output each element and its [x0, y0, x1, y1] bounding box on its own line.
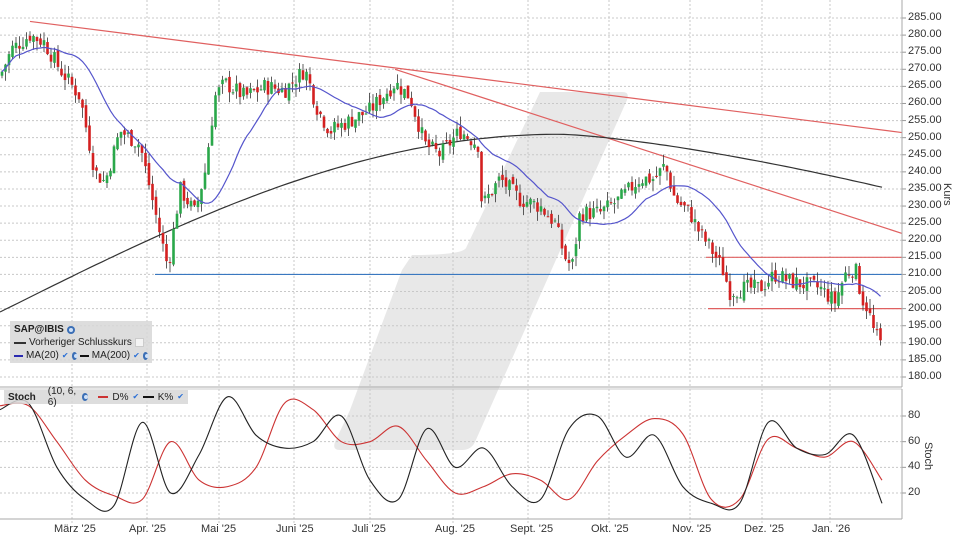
- stoch-settings-icon[interactable]: [81, 393, 88, 401]
- stoch-tick: 60: [908, 434, 921, 447]
- k-swatch-icon: [143, 396, 154, 398]
- grid-lines: [0, 0, 906, 524]
- legend-symbol: SAP@IBIS: [14, 324, 64, 335]
- k-checkbox[interactable]: ✔: [177, 392, 184, 401]
- settings-icon[interactable]: [66, 325, 75, 334]
- d-swatch-icon: [97, 396, 109, 398]
- d-checkbox[interactable]: ✔: [132, 392, 140, 401]
- ma200-line: [0, 133, 883, 313]
- stoch-title: Stoch: [8, 391, 36, 403]
- price-tick: 240.00: [908, 164, 942, 177]
- price-tick: 260.00: [908, 96, 942, 109]
- month-tick: Juli '25: [352, 523, 386, 535]
- month-tick: März '25: [54, 523, 96, 535]
- stoch-legend: Stoch (10, 6, 6) D% ✔ K% ✔: [4, 386, 188, 408]
- price-tick: 205.00: [908, 284, 942, 297]
- ma20-checkbox[interactable]: ✔: [61, 350, 69, 360]
- ma20-swatch-icon: [14, 354, 24, 357]
- stoch-tick: 20: [908, 486, 921, 498]
- price-tick: 190.00: [908, 335, 942, 348]
- price-tick: 180.00: [908, 370, 942, 382]
- price-tick: 195.00: [908, 318, 942, 331]
- ma200-checkbox[interactable]: ✔: [133, 350, 140, 360]
- watermark-logo: [334, 92, 628, 450]
- ma200-settings-icon[interactable]: [142, 351, 150, 360]
- month-tick: Sept. '25: [510, 523, 554, 535]
- price-tick: 270.00: [908, 62, 942, 75]
- month-tick: Okt. '25: [591, 523, 629, 535]
- ma200-swatch-icon: [79, 354, 89, 357]
- price-tick: 220.00: [908, 233, 942, 246]
- month-tick: Juni '25: [276, 523, 314, 535]
- price-tick: 245.00: [908, 147, 942, 160]
- price-tick: 215.00: [908, 250, 942, 263]
- price-tick: 285.00: [908, 11, 942, 23]
- price-tick: 210.00: [908, 267, 942, 280]
- stoch-d-line: [0, 398, 883, 508]
- month-tick: Aug. '25: [435, 523, 476, 535]
- stoch-tick: 40: [908, 460, 921, 473]
- ma20-line: [1, 46, 881, 297]
- prev-close-checkbox[interactable]: [134, 338, 144, 347]
- price-tick: 275.00: [908, 45, 942, 58]
- legend-ma200: MA(200): [91, 350, 131, 361]
- price-tick: 280.00: [908, 28, 942, 41]
- legend-ma20: MA(20): [26, 350, 59, 361]
- month-tick: Dez. '25: [744, 523, 785, 535]
- month-tick: Nov. '25: [672, 523, 712, 535]
- legend-d: D%: [112, 391, 129, 403]
- price-tick: 255.00: [908, 113, 942, 126]
- stoch-tick: 80: [908, 409, 921, 421]
- main-legend: SAP@IBIS Vorheriger Schlusskurs MA(20) ✔…: [10, 321, 152, 363]
- price-tick: 185.00: [908, 352, 942, 365]
- dash-line-icon: [14, 341, 26, 344]
- price-tick: 235.00: [908, 181, 942, 194]
- month-tick: Apr. '25: [129, 523, 166, 535]
- month-tick: Jan. '26: [812, 523, 851, 535]
- price-tick: 225.00: [908, 216, 942, 229]
- price-tick: 200.00: [908, 301, 942, 314]
- price-axis-title: Kurs: [941, 183, 953, 206]
- candlesticks: [0, 31, 882, 346]
- price-tick: 230.00: [908, 199, 942, 212]
- stoch-lines: [0, 396, 883, 512]
- stoch-axis-title: Stoch: [922, 442, 934, 471]
- legend-prev-close: Vorheriger Schlusskurs: [29, 337, 132, 348]
- month-tick: Mai '25: [201, 523, 237, 535]
- legend-k: K%: [157, 391, 174, 403]
- stoch-k-line: [0, 396, 883, 512]
- stoch-params: (10, 6, 6): [47, 386, 77, 408]
- ma20-settings-icon[interactable]: [71, 351, 78, 360]
- price-tick: 250.00: [908, 130, 942, 143]
- price-tick: 265.00: [908, 79, 942, 92]
